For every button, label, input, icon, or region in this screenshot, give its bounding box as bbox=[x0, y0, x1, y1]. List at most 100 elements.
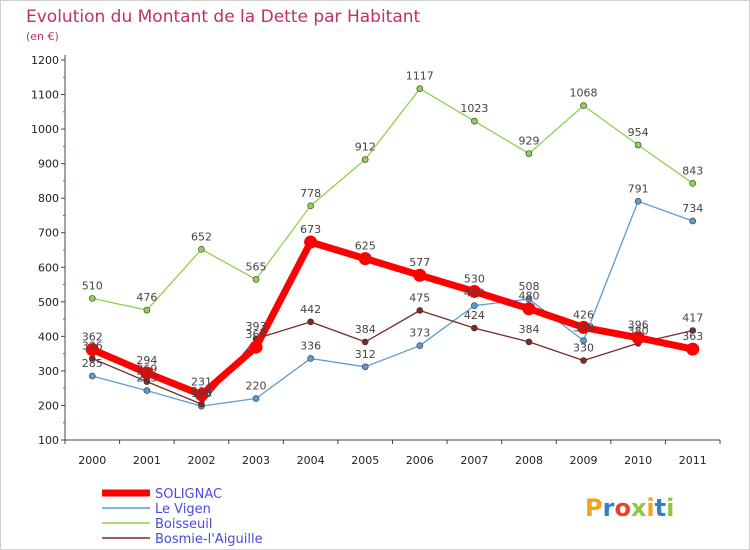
y-tick-label: 500 bbox=[38, 296, 59, 309]
data-point bbox=[194, 388, 208, 402]
data-label: 734 bbox=[682, 202, 703, 215]
data-point bbox=[307, 355, 314, 362]
data-point bbox=[471, 324, 478, 332]
data-point bbox=[580, 337, 587, 344]
legend-label: Boisseuil bbox=[155, 517, 213, 532]
data-label: 384 bbox=[518, 323, 539, 336]
data-label: 475 bbox=[409, 291, 430, 304]
data-point bbox=[88, 372, 96, 380]
data-label: 393 bbox=[246, 320, 267, 333]
x-tick-label: 2004 bbox=[297, 454, 325, 467]
data-label: 530 bbox=[464, 272, 485, 285]
data-point bbox=[249, 340, 263, 354]
data-label: 510 bbox=[82, 279, 103, 292]
data-label: 426 bbox=[573, 308, 594, 321]
x-tick-label: 2010 bbox=[624, 454, 652, 467]
data-label: 204 bbox=[191, 385, 212, 398]
data-label: 388 bbox=[573, 322, 594, 335]
x-tick-label: 2003 bbox=[242, 454, 270, 467]
series-lines bbox=[85, 85, 700, 410]
x-tick-label: 2008 bbox=[515, 454, 543, 467]
data-point bbox=[634, 197, 642, 205]
data-label: 330 bbox=[573, 342, 594, 355]
x-tick-label: 2005 bbox=[351, 454, 379, 467]
data-label: 396 bbox=[628, 319, 649, 332]
data-point bbox=[307, 318, 314, 326]
y-tick-label: 700 bbox=[38, 227, 59, 240]
legend-label: Bosmie-l'Aiguille bbox=[155, 532, 263, 547]
data-point bbox=[522, 302, 536, 316]
logo-letter: i bbox=[666, 494, 674, 522]
data-label: 362 bbox=[82, 330, 103, 343]
data-point bbox=[631, 331, 645, 345]
data-label: 476 bbox=[136, 291, 157, 304]
logo-letter: r bbox=[603, 494, 615, 522]
logo-letter: x bbox=[631, 494, 647, 522]
logo-letter: o bbox=[614, 494, 631, 522]
data-point bbox=[198, 400, 205, 408]
data-point bbox=[689, 180, 697, 187]
data-label: 312 bbox=[355, 348, 376, 361]
y-tick-label: 1000 bbox=[31, 123, 59, 136]
data-point bbox=[413, 268, 427, 282]
data-point bbox=[307, 202, 314, 210]
data-point bbox=[416, 342, 424, 349]
data-point bbox=[689, 217, 697, 225]
data-label: 442 bbox=[300, 303, 321, 316]
logo-text: Proxiti bbox=[585, 494, 674, 522]
data-label: 380 bbox=[628, 324, 649, 337]
y-tick-label: 100 bbox=[38, 434, 59, 447]
data-label: 231 bbox=[191, 376, 212, 389]
logo-letter: P bbox=[585, 494, 603, 522]
y-tick-label: 1200 bbox=[31, 54, 59, 67]
data-point bbox=[143, 387, 151, 394]
x-tick-label: 2002 bbox=[187, 454, 215, 467]
data-label: 652 bbox=[191, 230, 212, 243]
data-label: 843 bbox=[682, 164, 703, 177]
y-tick-label: 300 bbox=[38, 365, 59, 378]
y-tick-label: 400 bbox=[38, 330, 59, 343]
chart-subtitle: (en €) bbox=[26, 30, 59, 43]
data-point bbox=[634, 141, 642, 149]
data-point bbox=[361, 363, 369, 371]
data-label: 424 bbox=[464, 309, 485, 322]
x-tick-label: 2011 bbox=[679, 454, 707, 467]
data-label: 489 bbox=[464, 287, 485, 300]
legend-label: Le Vigen bbox=[155, 502, 211, 517]
data-label: 220 bbox=[246, 380, 267, 393]
y-tick-label: 600 bbox=[38, 261, 59, 274]
data-label: 929 bbox=[518, 135, 539, 148]
data-label: 198 bbox=[191, 387, 212, 400]
data-point bbox=[525, 295, 533, 303]
data-point bbox=[416, 307, 424, 314]
data-label: 369 bbox=[246, 328, 267, 341]
axes: 100 200 300 400 500 600 700 800 900 1000 1100 1200 2… bbox=[31, 54, 721, 467]
data-point bbox=[361, 156, 369, 163]
series-line-2 bbox=[91, 88, 694, 311]
data-point bbox=[85, 342, 99, 356]
data-point bbox=[252, 276, 260, 283]
data-point bbox=[143, 306, 151, 314]
data-label: 373 bbox=[409, 327, 430, 340]
data-point bbox=[689, 327, 697, 334]
logo-letter: t bbox=[655, 494, 666, 522]
data-label: 912 bbox=[355, 140, 376, 153]
data-label: 384 bbox=[355, 323, 376, 336]
data-label: 954 bbox=[628, 126, 649, 139]
data-label: 508 bbox=[518, 280, 539, 293]
y-tick-label: 900 bbox=[38, 158, 59, 171]
proxiti-logo: Proxiti bbox=[585, 494, 674, 522]
data-point bbox=[686, 342, 700, 356]
data-label: 625 bbox=[355, 240, 376, 253]
data-point bbox=[467, 284, 481, 298]
series-line-0 bbox=[88, 238, 697, 399]
data-label: 285 bbox=[82, 357, 103, 370]
x-tick-label: 2000 bbox=[78, 454, 106, 467]
logo-letter: i bbox=[646, 494, 654, 522]
data-label: 1068 bbox=[570, 87, 598, 100]
y-tick-label: 1100 bbox=[31, 89, 59, 102]
data-label: 336 bbox=[82, 339, 103, 352]
series-line-3 bbox=[91, 309, 694, 405]
data-point bbox=[88, 295, 96, 302]
